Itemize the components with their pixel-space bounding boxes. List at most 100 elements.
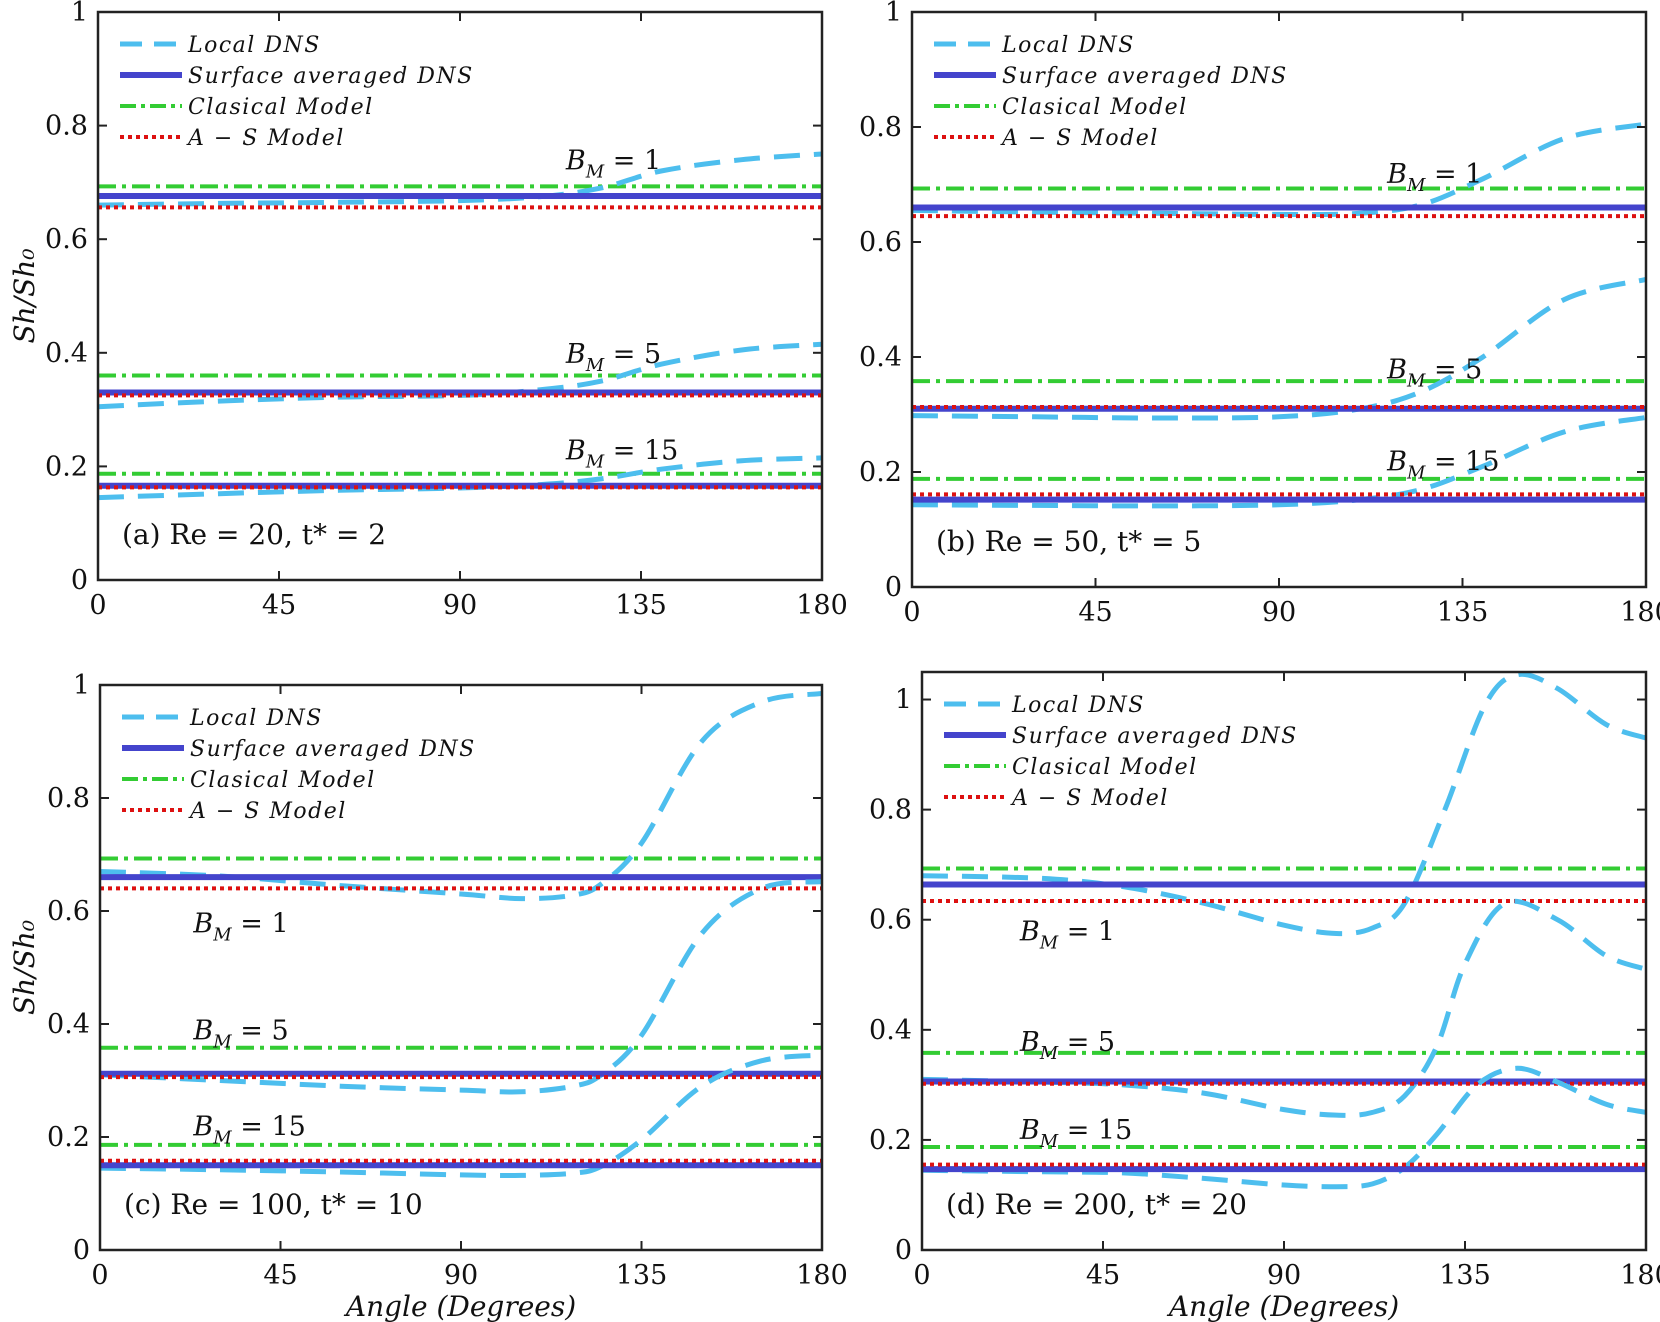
local-dns-curve — [912, 121, 1646, 217]
legend-label-local: Local DNS — [1011, 693, 1145, 718]
panel-label: (a) Re = 20, t* = 2 — [122, 518, 386, 551]
bm-label: BM = 1 — [565, 146, 661, 183]
bm-label: BM = 1 — [1019, 917, 1115, 954]
panel-label: (d) Re = 200, t* = 20 — [946, 1188, 1247, 1221]
legend-label-classical: Clasical Model — [1012, 755, 1198, 780]
panel-c: BM = 1 BM = 5 BM = 15 0 45 90 135 180 0 0.2 0.4 0.6… — [8, 670, 848, 1322]
x-tick-label: 180 — [796, 590, 848, 621]
legend-label-surface: Surface averaged DNS — [1012, 724, 1298, 749]
x-tick-label: 180 — [1620, 597, 1660, 628]
x-tick-label: 0 — [89, 590, 106, 621]
y-tick-label: 1 — [71, 0, 88, 28]
bm-label: BM = 5 — [192, 1016, 288, 1053]
panel-a: BM = 1 BM = 5 BM = 15 0 45 90 135 180 0 0.2 0.4 0.6… — [8, 0, 848, 621]
x-tick-label: 135 — [1439, 1260, 1491, 1291]
x-tick-label: 45 — [262, 590, 296, 621]
legend-label-as: A − S Model — [188, 799, 347, 824]
plot-area — [98, 151, 822, 501]
y-tick-label: 0.2 — [869, 1125, 912, 1156]
x-tick-label: 0 — [91, 1260, 108, 1291]
y-tick-label: 0.4 — [859, 342, 902, 373]
legend-label-classical: Clasical Model — [190, 768, 376, 793]
y-tick-label: 0.2 — [47, 1122, 90, 1153]
legend-label-as: A − S Model — [1000, 126, 1159, 151]
y-axis-label: Sh/Sh₀ — [8, 248, 41, 343]
x-tick-label: 0 — [903, 597, 920, 628]
legend-label-surface: Surface averaged DNS — [188, 64, 474, 89]
y-tick-label: 0.6 — [869, 905, 912, 936]
panel-label: (b) Re = 50, t* = 5 — [936, 525, 1201, 558]
y-tick-label: 0.8 — [869, 795, 912, 826]
legend: Local DNS Surface averaged DNS Clasical Mo… — [944, 693, 1298, 811]
x-tick-label: 90 — [1262, 597, 1296, 628]
local-dns-curve — [100, 879, 822, 1095]
legend-label-as: A − S Model — [186, 126, 345, 151]
y-tick-label: 0.2 — [45, 451, 88, 482]
y-tick-label: 0 — [895, 1235, 912, 1266]
y-tick-label: 0.4 — [45, 338, 88, 369]
panel-d: BM = 1 BM = 5 BM = 15 0 45 90 135 180 0 0.2 0.4 0.6… — [869, 670, 1660, 1322]
legend-label-local: Local DNS — [1001, 33, 1135, 58]
x-tick-label: 135 — [1437, 597, 1489, 628]
bm-label: BM = 5 — [1019, 1027, 1115, 1064]
y-tick-label: 0.4 — [47, 1009, 90, 1040]
y-tick-label: 1 — [895, 685, 912, 716]
y-tick-label: 1 — [73, 670, 90, 701]
x-tick-label: 45 — [1086, 1260, 1120, 1291]
y-tick-label: 1 — [885, 0, 902, 28]
legend-label-local: Local DNS — [189, 706, 323, 731]
local-dns-curve — [912, 276, 1646, 421]
y-tick-label: 0.8 — [859, 112, 902, 143]
bm-label: BM = 15 — [1019, 1115, 1132, 1152]
legend-label-local: Local DNS — [187, 33, 321, 58]
x-tick-label: 90 — [444, 1260, 478, 1291]
x-tick-label: 0 — [913, 1260, 930, 1291]
bm-label: BM = 1 — [1386, 159, 1482, 196]
bm-label: BM = 15 — [192, 1112, 305, 1149]
plot-area — [912, 121, 1646, 509]
y-tick-label: 0.6 — [47, 896, 90, 927]
x-tick-label: 135 — [616, 1260, 668, 1291]
y-axis-label: Sh/Sh₀ — [8, 920, 41, 1015]
legend-label-as: A − S Model — [1010, 786, 1169, 811]
legend: Local DNS Surface averaged DNS Clasical Mo… — [122, 706, 476, 824]
local-dns-curve — [922, 1065, 1646, 1190]
panel-label: (c) Re = 100, t* = 10 — [124, 1188, 423, 1221]
legend-label-classical: Clasical Model — [1002, 95, 1188, 120]
y-tick-label: 0.8 — [47, 783, 90, 814]
y-tick-label: 0 — [73, 1235, 90, 1266]
y-tick-label: 0.6 — [45, 224, 88, 255]
legend-label-surface: Surface averaged DNS — [190, 737, 476, 762]
x-tick-label: 45 — [1078, 597, 1112, 628]
local-dns-curve — [98, 455, 822, 501]
x-axis-label: Angle (Degrees) — [343, 1290, 576, 1322]
y-tick-label: 0.2 — [859, 457, 902, 488]
y-tick-label: 0 — [885, 572, 902, 603]
y-tick-label: 0.6 — [859, 227, 902, 258]
legend-label-classical: Clasical Model — [188, 95, 374, 120]
bm-label: BM = 1 — [192, 908, 288, 945]
legend: Local DNS Surface averaged DNS Clasical Mo… — [934, 33, 1288, 151]
x-axis-label: Angle (Degrees) — [1166, 1290, 1399, 1322]
local-dns-curve — [912, 414, 1646, 509]
panel-b: BM = 1 BM = 5 BM = 15 0 45 90 135 180 0 0.2 0.4 0.6… — [859, 0, 1660, 628]
x-tick-label: 180 — [796, 1260, 848, 1291]
y-tick-label: 0.4 — [869, 1015, 912, 1046]
bm-label: BM = 5 — [1386, 355, 1482, 392]
x-tick-label: 90 — [1267, 1260, 1301, 1291]
bm-label: BM = 15 — [565, 435, 678, 472]
plot-area — [922, 672, 1646, 1190]
bm-label: BM = 5 — [565, 339, 661, 376]
x-tick-label: 180 — [1620, 1260, 1660, 1291]
bm-label: BM = 15 — [1386, 447, 1499, 484]
plot-area — [100, 691, 822, 1179]
legend: Local DNS Surface averaged DNS Clasical Mo… — [120, 33, 474, 151]
y-tick-label: 0 — [71, 565, 88, 596]
local-dns-curve — [100, 1052, 822, 1179]
legend-label-surface: Surface averaged DNS — [1002, 64, 1288, 89]
y-tick-label: 0.8 — [45, 111, 88, 142]
x-tick-label: 90 — [443, 590, 477, 621]
x-tick-label: 135 — [615, 590, 667, 621]
x-tick-label: 45 — [263, 1260, 297, 1291]
